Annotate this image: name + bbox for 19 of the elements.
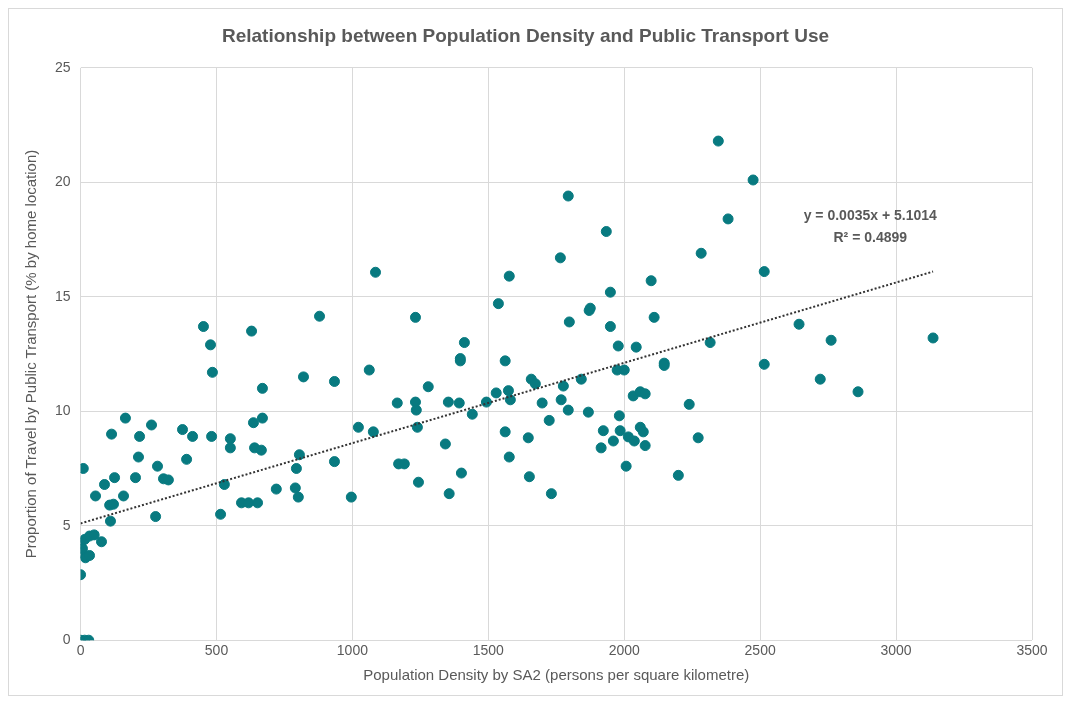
y-tick-label: 10: [54, 402, 71, 419]
y-axis-title: Proportion of Travel by Public Transport (% by home location): [22, 149, 40, 559]
annotation: R² = 0.4899: [833, 229, 908, 246]
x-tick-label: 3500: [1016, 642, 1048, 659]
x-axis-title: Population Density by SA2 (persons per square kilometre): [363, 666, 750, 684]
y-tick-label: 15: [54, 287, 71, 304]
y-tick-label: 5: [62, 516, 71, 533]
x-tick-label: 2500: [744, 642, 776, 659]
chart-title: Relationship between Population Density and Public Transport Use: [221, 24, 830, 46]
y-tick-label: 20: [54, 173, 71, 190]
annotation: y = 0.0035x + 5.1014: [803, 207, 938, 224]
y-tick-label: 0: [62, 631, 71, 648]
y-tick-label: 25: [54, 58, 71, 75]
x-tick-label: 1500: [472, 642, 505, 659]
x-tick-label: 3000: [880, 642, 912, 659]
x-tick-label: 500: [204, 642, 229, 659]
x-tick-label: 1000: [336, 642, 369, 659]
x-tick-label: 2000: [608, 642, 641, 659]
x-tick-label: 0: [76, 642, 85, 659]
